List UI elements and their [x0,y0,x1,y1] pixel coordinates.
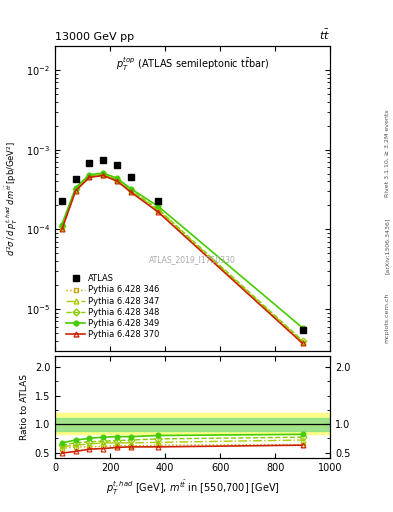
Bar [55,418,330,431]
X-axis label: $p_T^{t,had}$ [GeV], $m^{t\bar{t}}$ in [550,700] [GeV]: $p_T^{t,had}$ [GeV], $m^{t\bar{t}}$ in [… [106,479,279,497]
Text: ATLAS_2019_I1750330: ATLAS_2019_I1750330 [149,255,236,264]
Y-axis label: $d^2\sigma\,/\,d\,p_T^{t,had}\,d\,m^{t\bar{t}}\,\mathrm{[pb/GeV^2]}$: $d^2\sigma\,/\,d\,p_T^{t,had}\,d\,m^{t\b… [4,141,20,256]
Bar [55,413,330,434]
Y-axis label: Ratio to ATLAS: Ratio to ATLAS [20,374,29,440]
Text: [arXiv:1306.3436]: [arXiv:1306.3436] [385,218,389,274]
Text: Rivet 3.1.10, ≥ 3.2M events: Rivet 3.1.10, ≥ 3.2M events [385,110,389,198]
Text: $t\bar{t}$: $t\bar{t}$ [319,28,330,42]
Text: mcplots.cern.ch: mcplots.cern.ch [385,292,389,343]
Legend: ATLAS, Pythia 6.428 346, Pythia 6.428 347, Pythia 6.428 348, Pythia 6.428 349, P: ATLAS, Pythia 6.428 346, Pythia 6.428 34… [65,273,161,340]
Text: 13000 GeV pp: 13000 GeV pp [55,32,134,42]
Text: $p_T^{top}$ (ATLAS semileptonic t$\bar{t}$bar): $p_T^{top}$ (ATLAS semileptonic t$\bar{t… [116,55,269,73]
